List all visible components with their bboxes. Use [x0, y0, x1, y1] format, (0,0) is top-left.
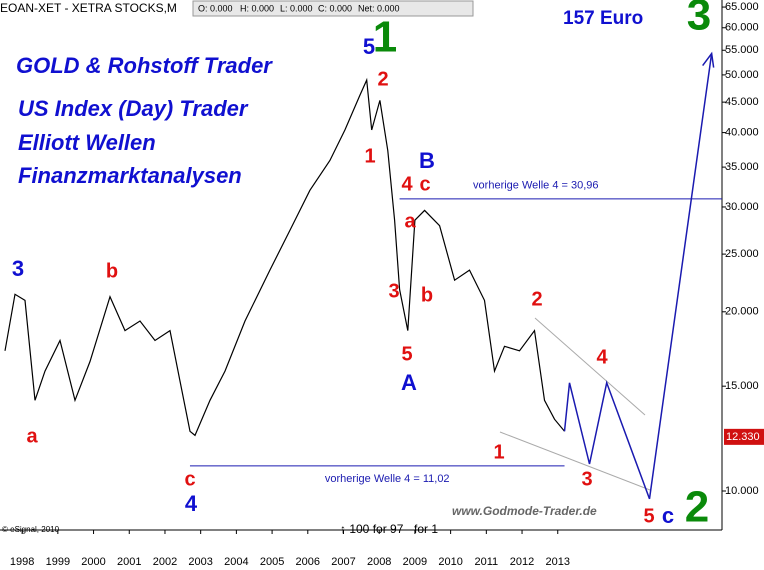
- wave-label: 3: [687, 0, 711, 40]
- trend-line: [534, 317, 646, 416]
- x-tick-label: 2001: [117, 556, 141, 568]
- x-tick-label: 2011: [475, 556, 499, 568]
- price-line: [4, 77, 565, 437]
- wave-label: B: [419, 148, 435, 173]
- promo-line: US Index (Day) Trader: [18, 96, 249, 121]
- wave-label: 2: [531, 288, 542, 310]
- promo-line: Finanzmarktanalysen: [18, 163, 242, 188]
- y-tick-label: 50.000: [725, 69, 759, 81]
- level-label: vorherige Welle 4 = 11,02: [325, 473, 450, 485]
- y-tick-label: 55.000: [725, 44, 759, 56]
- ohlc-field: O: 0.000: [198, 3, 233, 13]
- wave-label: 5: [643, 505, 654, 527]
- wave-label: a: [26, 425, 38, 447]
- promo-line: GOLD & Rohstoff Trader: [16, 53, 273, 78]
- wave-label: 4: [185, 491, 198, 516]
- x-tick-label: 2007: [331, 556, 355, 568]
- y-tick-label: 25.000: [725, 248, 759, 260]
- trend-line: [499, 431, 651, 491]
- x-tick-label: 2008: [367, 556, 391, 568]
- x-tick-label: 2006: [296, 556, 320, 568]
- wave-label: 5: [401, 343, 412, 365]
- x-tick-label: 2005: [260, 556, 284, 568]
- y-tick-label: 40.000: [725, 126, 759, 138]
- y-tick-label: 60.000: [725, 22, 759, 34]
- wave-label: b: [106, 260, 118, 282]
- y-tick-label: 20.000: [725, 306, 759, 318]
- level-label: vorherige Welle 4 = 30,96: [473, 180, 598, 192]
- wave-label: 3: [581, 468, 592, 490]
- y-tick-label: 10.000: [725, 485, 759, 497]
- wave-label: a: [404, 210, 416, 232]
- x-tick-label: 2013: [546, 556, 570, 568]
- wave-label: 4: [401, 173, 413, 195]
- x-tick-label: 1998: [10, 556, 34, 568]
- promo-line: Elliott Wellen: [18, 130, 156, 155]
- target-label: 157 Euro: [563, 8, 643, 29]
- y-tick-label: 65.000: [725, 1, 759, 13]
- wave-label: A: [401, 370, 417, 395]
- wave-label: 2: [377, 68, 388, 90]
- wave-label: 4: [596, 346, 608, 368]
- price-line: [563, 53, 713, 500]
- wave-label: 1: [364, 145, 375, 167]
- last-price-label: 12.330: [726, 431, 760, 443]
- wave-label: 1: [373, 13, 397, 62]
- x-tick-label: 2002: [153, 556, 177, 568]
- wave-label: b: [421, 284, 433, 306]
- ohlc-field: Net: 0.000: [358, 3, 400, 13]
- x-tick-label: 2012: [510, 556, 534, 568]
- wave-label: 3: [12, 256, 24, 281]
- split-note: for 1: [414, 522, 438, 536]
- y-tick-label: 45.000: [725, 96, 759, 108]
- x-tick-label: 2004: [224, 556, 248, 568]
- y-tick-label: 15.000: [725, 380, 759, 392]
- ohlc-bar: [192, 0, 474, 17]
- x-tick-label: 1999: [46, 556, 70, 568]
- wave-label: 3: [388, 280, 399, 302]
- y-tick-label: 35.000: [725, 161, 759, 173]
- wave-label: c: [662, 503, 674, 528]
- copyright: © eSignal, 2010: [2, 525, 60, 534]
- x-tick-label: 2003: [188, 556, 212, 568]
- x-tick-label: 2009: [403, 556, 427, 568]
- arrow-head: [702, 51, 715, 68]
- last-price-box: [724, 428, 764, 445]
- x-tick-label: 2000: [81, 556, 105, 568]
- split-note: ↑ 100 for 97: [340, 522, 404, 536]
- watermark: www.Godmode-Trader.de: [452, 504, 597, 518]
- ohlc-field: H: 0.000: [240, 3, 274, 13]
- ohlc-field: L: 0.000: [280, 3, 313, 13]
- y-tick-label: 30.000: [725, 201, 759, 213]
- wave-label: 1: [493, 441, 504, 463]
- wave-label: c: [184, 468, 195, 490]
- symbol: EOAN-XET - XETRA STOCKS,M: [0, 1, 177, 15]
- wave-label: 2: [685, 483, 709, 532]
- wave-label: c: [419, 173, 430, 195]
- x-tick-label: 2010: [438, 556, 462, 568]
- wave-label: 5: [363, 34, 375, 59]
- ohlc-field: C: 0.000: [318, 3, 352, 13]
